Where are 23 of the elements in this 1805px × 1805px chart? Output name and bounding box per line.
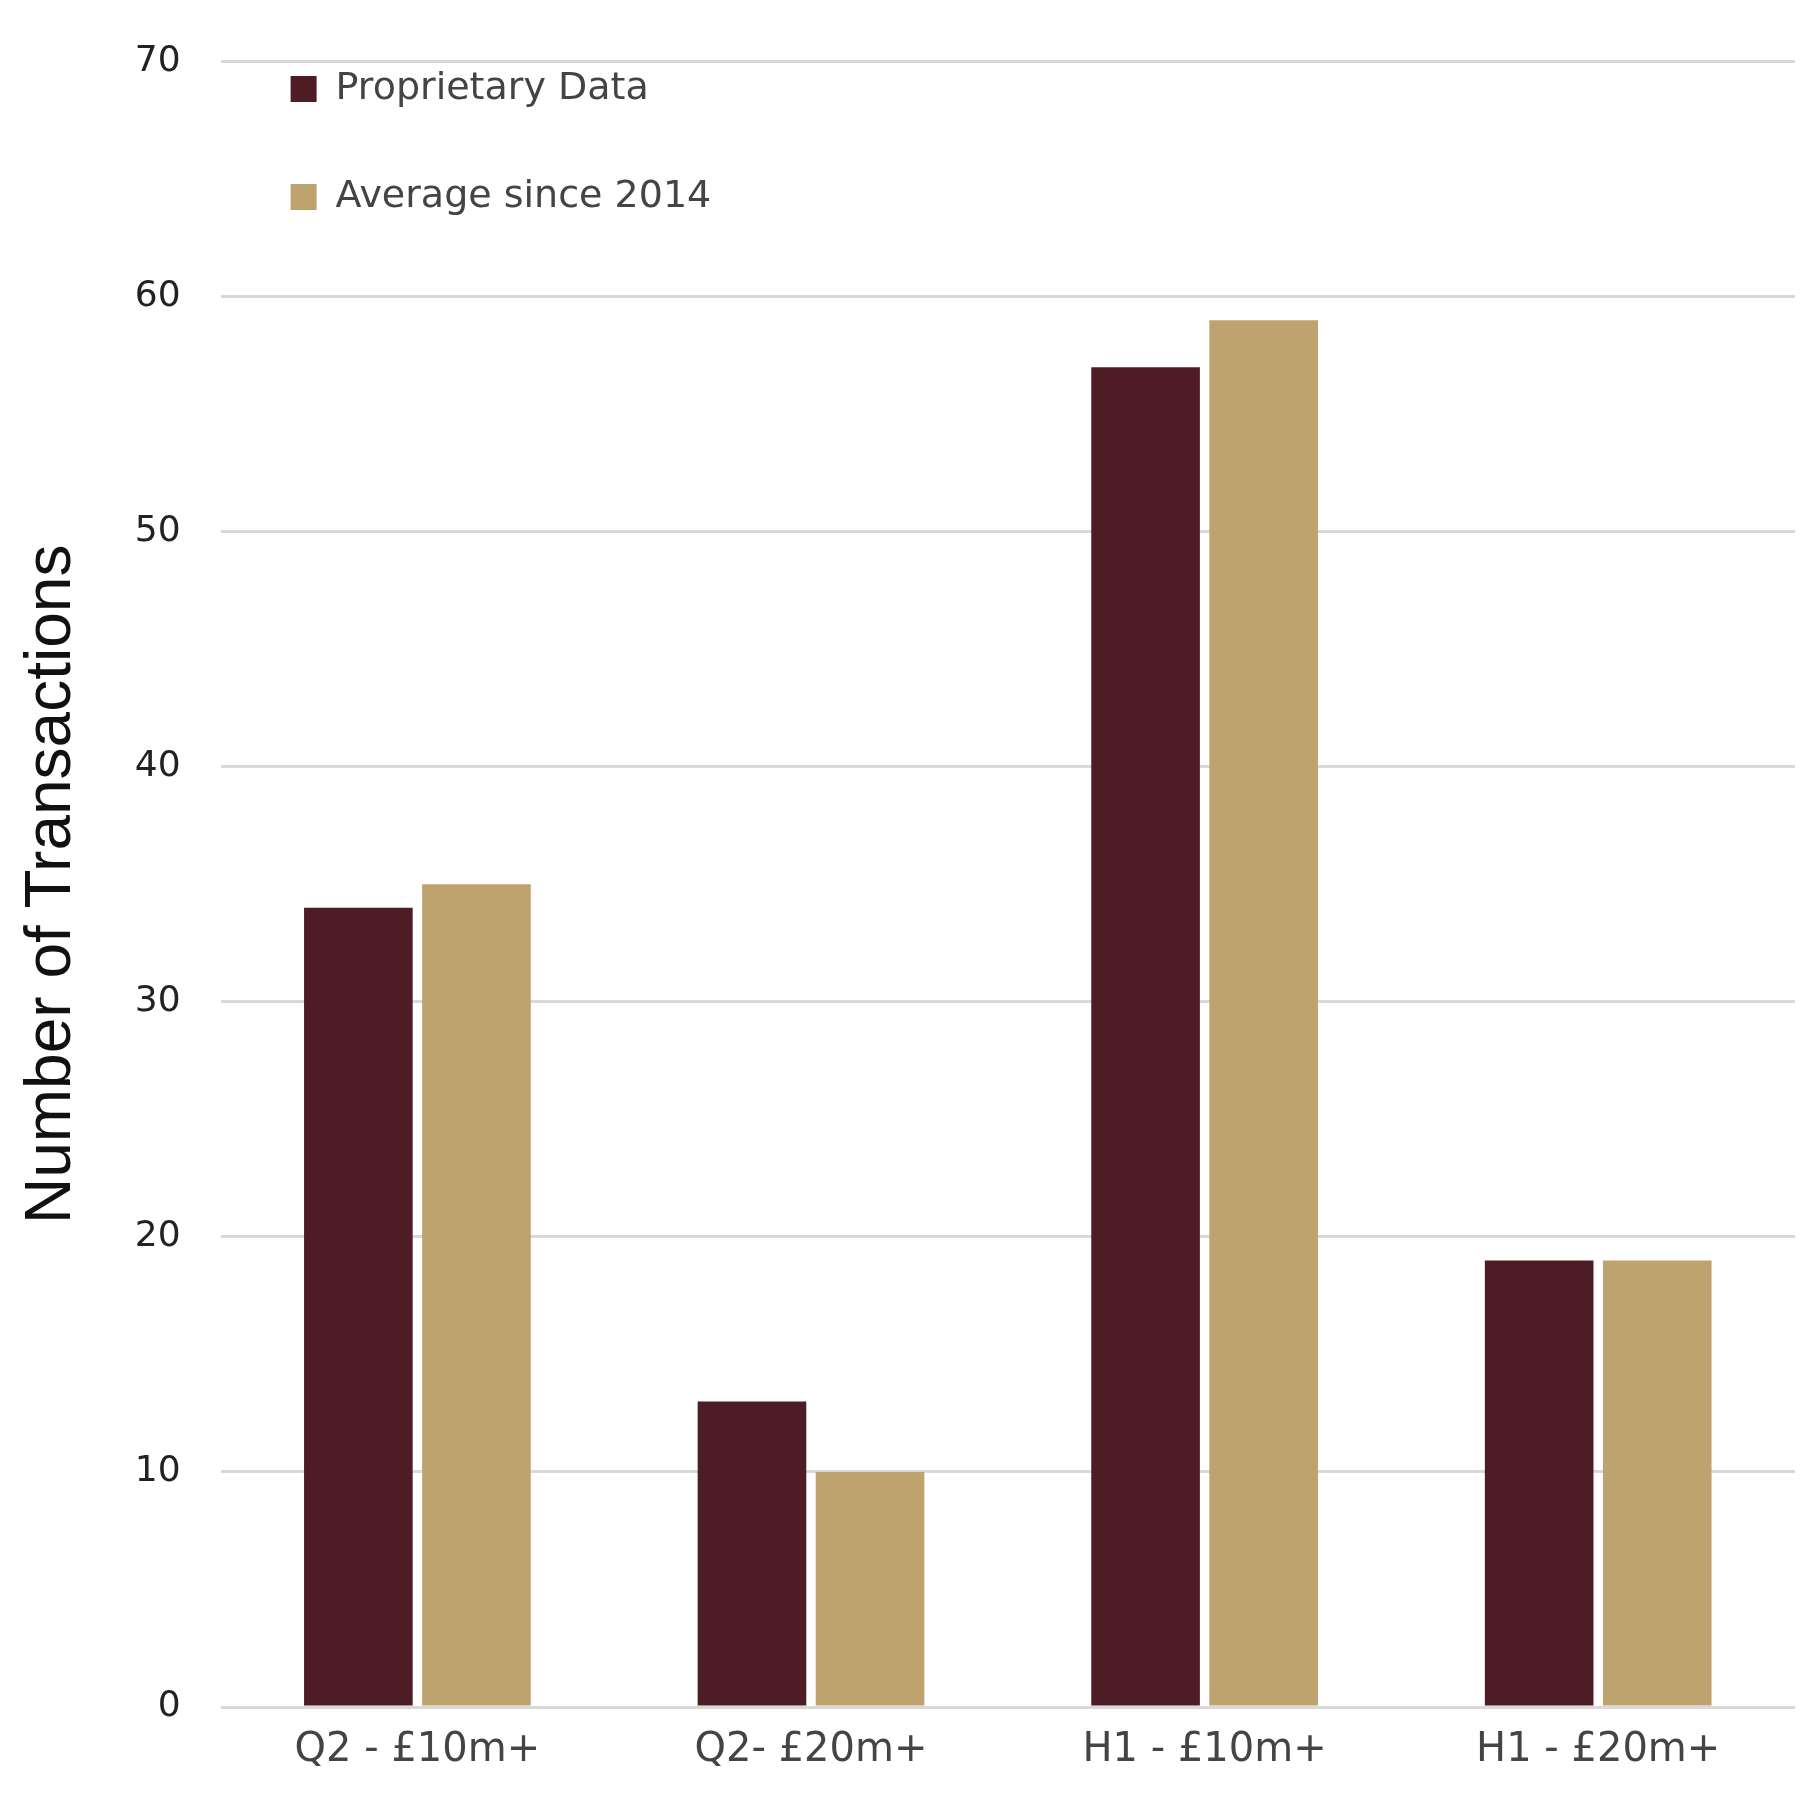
y-tick-label: 50 bbox=[134, 508, 181, 550]
x-tick-label: H1 - £10m+ bbox=[1082, 1724, 1327, 1771]
y-tick-label: 40 bbox=[134, 743, 181, 785]
y-tick-label: 30 bbox=[134, 978, 181, 1020]
x-tick-label: Q2 - £10m+ bbox=[294, 1724, 541, 1771]
bar bbox=[697, 1401, 807, 1706]
y-tick-label: 0 bbox=[157, 1683, 181, 1725]
y-tick-label: 10 bbox=[134, 1448, 181, 1490]
y-tick-label: 60 bbox=[134, 273, 181, 315]
bar bbox=[304, 907, 413, 1706]
bar bbox=[422, 884, 531, 1706]
legend-label: Proprietary Data bbox=[335, 63, 649, 108]
bar bbox=[1602, 1260, 1712, 1706]
bar bbox=[1091, 367, 1200, 1706]
x-tick-label: Q2- £20m+ bbox=[694, 1724, 928, 1771]
y-tick-label: 70 bbox=[134, 37, 181, 79]
y-axis-title: Number of Transactions bbox=[12, 544, 85, 1224]
bar bbox=[815, 1471, 925, 1706]
bar bbox=[1209, 320, 1318, 1706]
y-tick-label: 20 bbox=[134, 1213, 181, 1255]
bar bbox=[1484, 1260, 1594, 1706]
x-tick-label: H1 - £20m+ bbox=[1476, 1724, 1721, 1771]
legend-label: Average since 2014 bbox=[335, 171, 712, 216]
